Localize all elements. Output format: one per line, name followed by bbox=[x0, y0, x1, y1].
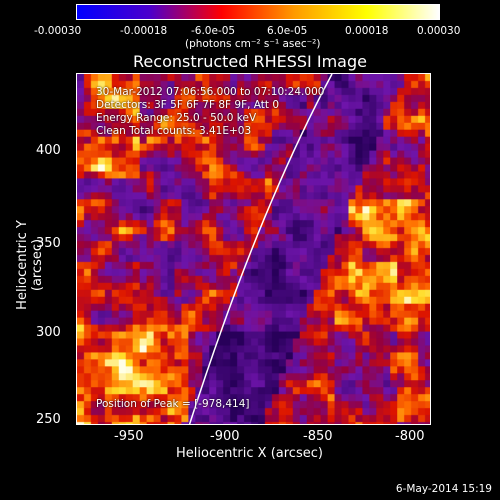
energy-range-label: Energy Range: 25.0 - 50.0 keV bbox=[96, 112, 257, 124]
y-axis-label: Heliocentric Y (arcsec) bbox=[15, 220, 45, 310]
plot-area bbox=[76, 73, 431, 425]
colorbar-tick: 0.00030 bbox=[417, 25, 461, 37]
y-tick-label: 250 bbox=[36, 412, 61, 427]
time-range-label: 30-Mar-2012 07:06:56.000 to 07:10:24.000 bbox=[96, 86, 325, 98]
x-tick-label: -800 bbox=[395, 429, 425, 444]
y-tick-label: 400 bbox=[36, 143, 61, 158]
colorbar bbox=[76, 4, 440, 20]
colorbar-tick: -6.0e-05 bbox=[191, 25, 236, 37]
x-tick-label: -950 bbox=[114, 429, 144, 444]
colorbar-unit: (photons cm⁻² s⁻¹ asec⁻²) bbox=[185, 38, 321, 50]
colorbar-tick: -0.00018 bbox=[120, 25, 168, 37]
solar-limb-line bbox=[188, 74, 333, 424]
detectors-label: Detectors: 3F 5F 6F 7F 8F 9F, Att 0 bbox=[96, 99, 280, 111]
x-tick-label: -900 bbox=[210, 429, 240, 444]
x-axis-label: Heliocentric X (arcsec) bbox=[176, 446, 323, 461]
image-title: Reconstructed RHESSI Image bbox=[133, 52, 367, 71]
heatmap-image bbox=[77, 74, 430, 424]
timestamp: 6-May-2014 15:19 bbox=[395, 483, 492, 495]
peak-position-label: Position of Peak = [-978,414] bbox=[96, 398, 250, 410]
colorbar-tick: 0.00018 bbox=[345, 25, 389, 37]
colorbar-tick: -0.00030 bbox=[34, 25, 82, 37]
algorithm-label: Clean Total counts: 3.41E+03 bbox=[96, 125, 252, 137]
limb-overlay bbox=[188, 74, 333, 424]
y-tick-label: 300 bbox=[36, 325, 61, 340]
colorbar-tick: 6.0e-05 bbox=[267, 25, 308, 37]
x-tick-label: -850 bbox=[303, 429, 333, 444]
y-tick-label: 350 bbox=[36, 236, 61, 251]
